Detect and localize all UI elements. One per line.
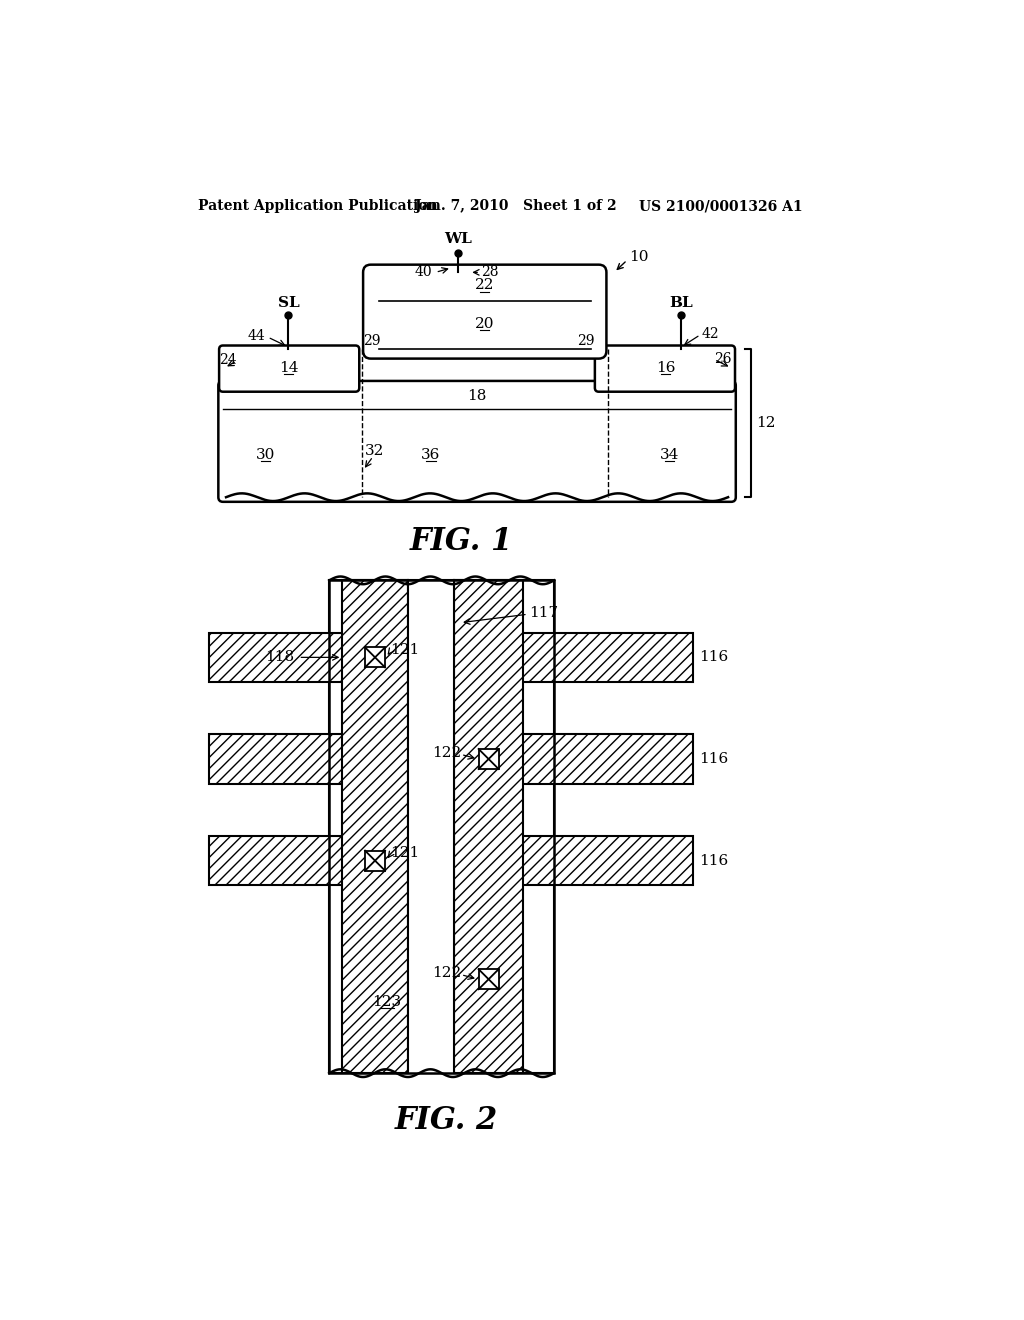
Text: 29: 29 [364, 334, 381, 348]
Bar [209, 836, 692, 886]
Text: 116: 116 [698, 651, 728, 664]
Text: 22: 22 [475, 279, 495, 293]
Text: Jan. 7, 2010   Sheet 1 of 2: Jan. 7, 2010 Sheet 1 of 2 [416, 199, 617, 213]
Text: FIG. 2: FIG. 2 [394, 1105, 498, 1137]
Text: 122: 122 [432, 746, 461, 760]
Text: 28: 28 [481, 265, 499, 280]
Text: BL: BL [670, 296, 693, 310]
Text: 44: 44 [248, 329, 265, 342]
Text: 122: 122 [432, 966, 461, 979]
Text: 10: 10 [630, 249, 649, 264]
Text: US 2100/0001326 A1: US 2100/0001326 A1 [639, 199, 803, 213]
Bar [365, 850, 385, 871]
Text: 16: 16 [656, 360, 676, 375]
Text: 34: 34 [659, 447, 679, 462]
Bar [365, 647, 385, 668]
FancyBboxPatch shape [364, 264, 606, 359]
Text: SL: SL [278, 296, 299, 310]
Text: 12: 12 [756, 416, 775, 430]
Text: 40: 40 [415, 265, 432, 280]
FancyBboxPatch shape [595, 346, 735, 392]
Text: 36: 36 [421, 447, 440, 462]
Text: 118: 118 [265, 651, 295, 664]
Text: 116: 116 [698, 752, 728, 766]
Text: 121: 121 [390, 846, 420, 859]
Bar [408, 581, 454, 1073]
Bar [209, 632, 692, 682]
Text: 116: 116 [698, 854, 728, 867]
Text: 18: 18 [467, 388, 486, 403]
Text: Patent Application Publication: Patent Application Publication [199, 199, 438, 213]
Text: FIG. 1: FIG. 1 [410, 527, 513, 557]
Text: 29: 29 [577, 334, 594, 348]
FancyBboxPatch shape [219, 346, 359, 392]
Text: 30: 30 [256, 447, 275, 462]
Bar [330, 581, 554, 1073]
Text: 32: 32 [365, 444, 384, 458]
Bar [454, 581, 523, 1073]
Bar [330, 581, 554, 1073]
Text: 121: 121 [390, 643, 420, 656]
Text: 24: 24 [219, 354, 237, 367]
Text: 123: 123 [372, 995, 401, 1010]
Bar [342, 581, 408, 1073]
Text: 117: 117 [529, 606, 558, 619]
Text: 14: 14 [279, 360, 298, 375]
FancyBboxPatch shape [218, 381, 736, 502]
Text: 42: 42 [701, 327, 720, 341]
Bar [478, 748, 499, 770]
Text: 20: 20 [475, 317, 495, 331]
Bar [478, 969, 499, 989]
Bar [209, 734, 692, 784]
Text: WL: WL [443, 232, 472, 247]
Text: 26: 26 [714, 351, 732, 366]
